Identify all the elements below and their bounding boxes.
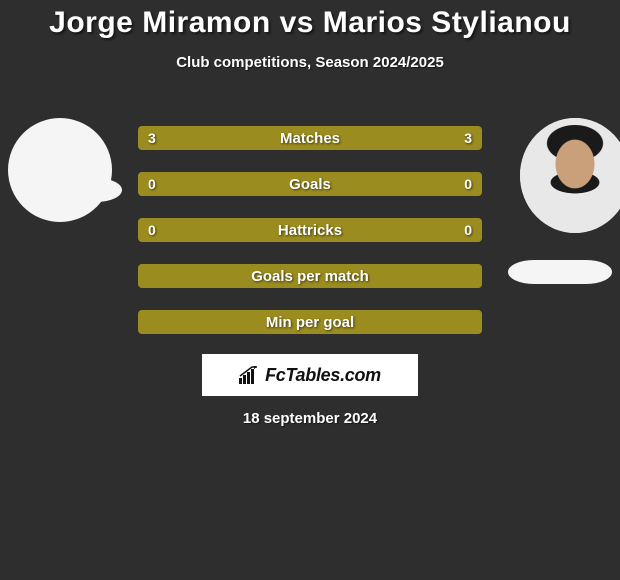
avatar-player-left [8,118,112,222]
title-player-right: Marios Stylianou [323,6,571,39]
title-vs: vs [280,6,314,39]
stat-value-right: 0 [464,172,472,196]
page-title: Jorge Miramon vs Marios Stylianou [0,0,620,40]
stat-bars: Matches33Goals00Hattricks00Goals per mat… [138,126,482,356]
date-text: 18 september 2024 [0,410,620,427]
brand-chart-icon [239,366,261,384]
stat-value-right: 3 [464,126,472,150]
stat-row: Goals0 0 [138,172,482,196]
brand-box: FcTables.com [202,354,418,396]
stat-row: Matches3 3 [138,126,482,150]
stat-value-left: 0 [148,172,156,196]
flag-player-right [508,260,612,284]
flag-player-left [18,178,122,202]
brand-text: FcTables.com [265,365,381,386]
stat-value-left: 0 [148,218,156,242]
subtitle: Club competitions, Season 2024/2025 [0,54,620,71]
stat-label: Matches [138,126,482,150]
avatar-player-right [520,118,620,233]
stat-row: Goals per match [138,264,482,288]
stat-label: Goals [138,172,482,196]
stat-value-left: 3 [148,126,156,150]
stat-label: Hattricks [138,218,482,242]
stat-row: Hattricks0 0 [138,218,482,242]
title-player-left: Jorge Miramon [49,6,271,39]
stat-label: Goals per match [138,264,482,288]
stat-label: Min per goal [138,310,482,334]
stat-value-right: 0 [464,218,472,242]
stat-row: Min per goal [138,310,482,334]
avatar-face-icon [520,118,620,233]
